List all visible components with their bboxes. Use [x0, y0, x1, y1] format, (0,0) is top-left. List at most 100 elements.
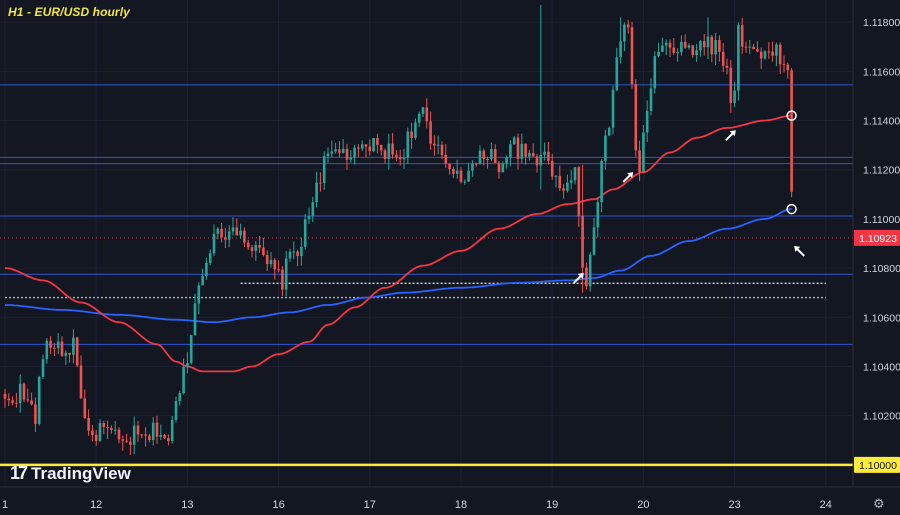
candle-body: [239, 230, 242, 236]
time-tick-label: 24: [820, 499, 832, 511]
candle-body: [7, 398, 11, 401]
candle-body: [53, 347, 56, 349]
candle-body: [170, 419, 174, 441]
candle-body: [740, 25, 744, 47]
candle-body: [45, 340, 49, 360]
current-price-label-bg: [854, 229, 900, 246]
candle-body: [364, 144, 368, 147]
candle-body: [163, 435, 166, 439]
candle-body: [178, 393, 182, 402]
candle-body: [117, 429, 121, 440]
candle-body: [212, 233, 216, 254]
price-tick-label: 1.11800: [863, 17, 900, 29]
candle-body: [638, 150, 641, 173]
time-tick-label: 16: [272, 499, 284, 511]
candle-body: [433, 143, 436, 146]
candle-body: [664, 42, 668, 46]
candle-body: [125, 440, 128, 442]
candle-body: [547, 151, 550, 161]
candle-body: [539, 154, 543, 166]
candle-body: [604, 135, 607, 161]
time-tick-label: 17: [364, 499, 376, 511]
candle-body: [600, 160, 603, 203]
settings-gear-icon[interactable]: ⚙: [873, 496, 885, 511]
candle-body: [220, 228, 223, 238]
candle-body: [729, 67, 733, 103]
candle-body: [151, 422, 155, 441]
candle-body: [18, 383, 22, 404]
candle-body: [421, 107, 425, 114]
candle-body: [186, 363, 189, 368]
candle-body: [471, 163, 474, 171]
candle-body: [322, 156, 326, 183]
candle-body: [250, 247, 254, 251]
time-tick-label: 1: [2, 499, 8, 511]
candle-body: [414, 122, 417, 138]
time-tick-label: 23: [728, 499, 740, 511]
price-tick-label: 1.11200: [863, 165, 900, 177]
candle-body: [132, 425, 136, 445]
candle-body: [91, 430, 94, 435]
candle-body: [144, 434, 147, 436]
time-tick-label: 20: [637, 499, 649, 511]
candle-body: [691, 45, 695, 56]
candle-body: [672, 47, 676, 53]
candle-body: [410, 131, 413, 138]
time-tick-label: 18: [455, 499, 467, 511]
candle-body: [478, 150, 482, 164]
candle-body: [710, 36, 714, 55]
candle-body: [501, 163, 505, 173]
candle-body: [231, 227, 235, 232]
ma-red-line: [4, 114, 792, 373]
candle-body: [569, 180, 573, 183]
candle-body: [235, 227, 239, 236]
candle-body: [193, 303, 197, 335]
candle-body: [626, 24, 630, 28]
price-tick-label: 1.11400: [863, 116, 900, 128]
candle-body: [661, 45, 664, 52]
candle-body: [330, 151, 334, 154]
candle-body: [326, 153, 330, 157]
candle-body: [303, 219, 307, 247]
candle-body: [102, 423, 106, 427]
candle-body: [573, 167, 577, 181]
candle-body: [246, 242, 250, 248]
candle-body: [345, 148, 349, 160]
candle-body: [683, 41, 687, 48]
candle-body: [292, 251, 296, 253]
candle-body: [60, 341, 64, 356]
candle-body: [106, 426, 109, 428]
arrow-head: [577, 272, 584, 279]
candle-body: [695, 50, 698, 56]
candle-body: [201, 276, 204, 286]
candle-body: [360, 144, 364, 149]
arrow-head: [794, 245, 801, 252]
candle-body: [383, 150, 387, 159]
candle-body: [642, 132, 645, 173]
candle-body: [277, 269, 280, 271]
candle-body: [524, 143, 527, 157]
candle-body: [550, 160, 554, 177]
candle-body: [680, 41, 683, 53]
candle-body: [455, 170, 459, 174]
candle-body: [634, 84, 638, 151]
pointer-arrow-icon: [725, 130, 736, 142]
candle-body: [319, 182, 322, 184]
candle-body: [391, 143, 394, 155]
candle-body: [284, 258, 288, 290]
current-price-label-text: 1.10923: [859, 233, 897, 245]
candle-body: [110, 427, 113, 430]
candle-body: [205, 262, 208, 277]
candle-body: [258, 245, 261, 248]
candle-body: [49, 340, 52, 348]
candle-body: [748, 46, 752, 48]
candle-body: [368, 146, 372, 152]
candle-body: [676, 52, 679, 54]
candle-body: [718, 40, 721, 52]
candle-body: [493, 149, 497, 163]
candle-body: [159, 435, 163, 437]
candle-body: [94, 434, 98, 441]
price-tick-label: 1.11000: [863, 214, 900, 226]
